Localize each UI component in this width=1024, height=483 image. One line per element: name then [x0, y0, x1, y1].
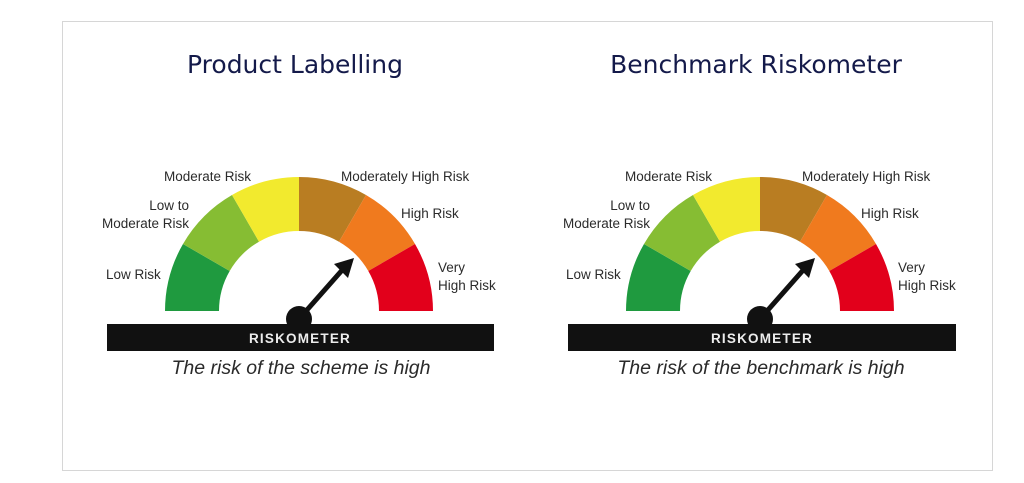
segment-low-to-moderate-risk — [644, 195, 720, 271]
segment-moderate-risk — [232, 177, 299, 242]
panel-title: Product Labelling — [187, 50, 403, 79]
needle-arrowhead-icon — [334, 258, 354, 278]
label-high-risk: High Risk — [401, 206, 459, 221]
label-moderate-risk: Moderate Risk — [625, 169, 712, 184]
label-moderately-high-risk: Moderately High Risk — [341, 169, 470, 184]
riskometer-bar — [568, 324, 956, 351]
segment-high-risk — [800, 195, 876, 271]
riskometer-bar-label: RISKOMETER — [711, 331, 813, 346]
segment-low-to-moderate-risk — [183, 195, 259, 271]
label-moderately-high-risk: Moderately High Risk — [802, 169, 931, 184]
label-low-risk: Low Risk — [106, 267, 161, 282]
benchmark-riskometer-panel: Benchmark Riskometer Low Risk Low to Mod… — [524, 22, 988, 470]
risk-labels: Low Risk Low to Moderate Risk Moderate R… — [563, 169, 956, 293]
needle-arrowhead-icon — [795, 258, 815, 278]
gauge-segments — [165, 177, 433, 311]
label-high-risk: High Risk — [861, 206, 919, 221]
label-low-to-moderate-line1: Low to — [149, 198, 189, 213]
segment-moderately-high-risk — [760, 177, 827, 242]
risk-caption: The risk of the scheme is high — [171, 357, 430, 379]
risk-caption: The risk of the benchmark is high — [617, 357, 904, 379]
riskometer-bar — [107, 324, 494, 351]
label-very-high-line1: Very — [438, 260, 465, 275]
segment-moderately-high-risk — [299, 177, 366, 242]
segment-high-risk — [339, 195, 415, 271]
segment-very-high-risk — [368, 244, 433, 311]
gauge-needle — [286, 258, 354, 332]
segment-moderate-risk — [693, 177, 760, 242]
riskometer-bar-label: RISKOMETER — [249, 331, 351, 346]
riskometer-gauge: Low Risk Low to Moderate Risk Moderate R… — [102, 169, 496, 379]
label-moderate-risk: Moderate Risk — [164, 169, 251, 184]
gauge-needle — [747, 258, 815, 332]
segment-low-risk — [626, 244, 691, 311]
riskometer-gauge: Low Risk Low to Moderate Risk Moderate R… — [563, 169, 956, 379]
risk-labels: Low Risk Low to Moderate Risk Moderate R… — [102, 169, 496, 293]
riskometer-card: Product Labelling Low Risk Low to Modera… — [62, 21, 993, 471]
label-low-to-moderate-line2: Moderate Risk — [563, 216, 650, 231]
label-very-high-line2: High Risk — [438, 278, 496, 293]
panel-title: Benchmark Riskometer — [610, 50, 902, 79]
label-low-risk: Low Risk — [566, 267, 621, 282]
label-very-high-line2: High Risk — [898, 278, 956, 293]
segment-low-risk — [165, 244, 230, 311]
segment-very-high-risk — [829, 244, 894, 311]
product-labelling-panel: Product Labelling Low Risk Low to Modera… — [63, 22, 527, 470]
gauge-segments — [626, 177, 894, 311]
label-very-high-line1: Very — [898, 260, 925, 275]
label-low-to-moderate-line1: Low to — [610, 198, 650, 213]
label-low-to-moderate-line2: Moderate Risk — [102, 216, 189, 231]
